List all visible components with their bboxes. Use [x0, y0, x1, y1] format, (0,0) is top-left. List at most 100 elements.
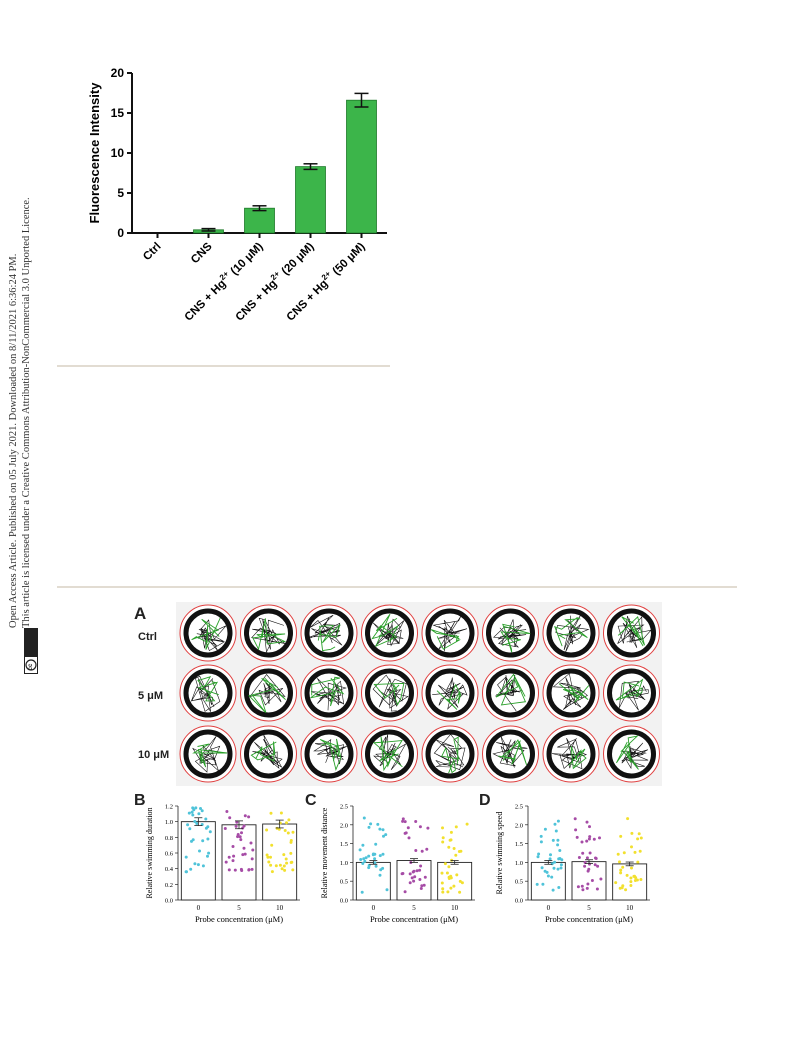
data-point	[418, 868, 422, 872]
data-point	[381, 852, 385, 856]
data-point	[361, 843, 365, 847]
x-tick-label: 10	[451, 904, 459, 912]
data-point	[191, 813, 195, 817]
x-tick-label: 5	[237, 904, 241, 912]
x-tick-label: 0	[547, 904, 551, 912]
data-point	[445, 871, 449, 875]
data-point	[558, 857, 562, 860]
black-track	[621, 742, 649, 770]
data-point	[196, 863, 200, 867]
data-point	[574, 828, 578, 832]
data-point	[367, 825, 371, 829]
data-point	[592, 837, 596, 841]
data-point	[243, 852, 247, 856]
license-text[interactable]: This article is licensed under a Creativ…	[21, 197, 32, 628]
data-point	[551, 838, 555, 842]
data-point	[419, 887, 423, 890]
y-tick-label: 5	[117, 186, 124, 200]
data-point	[585, 839, 589, 843]
data-point	[408, 881, 412, 885]
data-point	[204, 826, 208, 830]
data-point	[289, 861, 293, 864]
data-point	[201, 839, 205, 843]
y-tick-label: 10	[111, 146, 125, 160]
data-point	[291, 830, 295, 834]
data-point	[378, 854, 382, 858]
green-track	[498, 739, 528, 766]
data-point	[585, 886, 589, 890]
data-point	[228, 816, 232, 820]
data-point	[595, 887, 599, 891]
data-point	[283, 868, 287, 872]
data-point	[282, 853, 286, 857]
row-label-10um: 10 μM	[138, 749, 170, 761]
movement-distance-chart: 0.0 0.5 1.0 1.5 2.0 2.5 Relative movement dist…	[320, 804, 475, 924]
cc-by-nc-badge[interactable]	[24, 628, 38, 674]
data-point	[247, 815, 251, 819]
swimming-duration-chart: 0.0 0.2 0.4 0.6 0.8 1.0 1.2 Relative swimming d…	[145, 804, 300, 924]
data-point	[583, 864, 587, 868]
x-axis-title: Probe concentration (μM)	[195, 914, 283, 924]
data-point	[265, 853, 269, 857]
data-point	[238, 835, 242, 839]
data-point	[234, 824, 238, 828]
data-point	[588, 825, 591, 829]
data-point	[400, 872, 404, 876]
y-tick-label: 1.2	[165, 804, 173, 811]
data-point	[242, 824, 246, 828]
data-point	[283, 829, 287, 832]
green-track	[252, 618, 287, 651]
data-point	[535, 882, 539, 886]
data-point	[556, 838, 560, 842]
green-track	[617, 616, 645, 647]
data-point	[449, 830, 453, 834]
trajectory-well	[240, 604, 297, 662]
data-point	[454, 825, 458, 829]
data-point	[224, 860, 228, 864]
green-track	[436, 683, 462, 710]
data-point	[242, 846, 246, 850]
license-line[interactable]: This article is licensed under a Creativ…	[21, 197, 32, 628]
x-tick-label: CNS	[189, 240, 215, 266]
data-point	[194, 806, 198, 810]
data-point	[586, 882, 590, 886]
data-point	[441, 887, 445, 891]
data-point	[287, 818, 291, 822]
data-point	[270, 843, 274, 847]
data-point	[184, 855, 188, 859]
data-point	[384, 833, 388, 837]
data-point	[286, 831, 290, 835]
data-point	[278, 863, 282, 867]
data-point	[358, 848, 362, 852]
data-point	[367, 854, 371, 858]
data-point	[275, 826, 279, 830]
data-point	[588, 851, 592, 855]
section-divider	[57, 365, 390, 367]
data-point	[556, 867, 560, 871]
data-point	[239, 838, 243, 842]
data-point	[539, 834, 543, 838]
trajectory-well	[542, 725, 600, 783]
y-tick-label: 0.6	[165, 851, 174, 858]
data-point	[585, 820, 589, 824]
data-point	[580, 884, 584, 888]
data-point	[189, 867, 193, 871]
data-point	[636, 837, 640, 841]
trajectory-well	[300, 725, 358, 783]
data-point	[575, 835, 579, 839]
data-point	[458, 879, 462, 883]
data-point	[559, 866, 563, 870]
data-point	[200, 809, 204, 813]
data-point	[425, 847, 429, 851]
data-point	[374, 864, 378, 868]
data-point	[285, 821, 288, 825]
x-tick-label: Ctrl	[141, 241, 163, 263]
data-point	[361, 862, 365, 865]
data-point	[231, 845, 235, 848]
data-point	[629, 880, 633, 884]
bar	[346, 99, 377, 234]
data-point	[414, 820, 418, 823]
data-point	[412, 879, 416, 883]
x-tick-label: 0	[197, 904, 201, 912]
black-track	[309, 614, 343, 646]
